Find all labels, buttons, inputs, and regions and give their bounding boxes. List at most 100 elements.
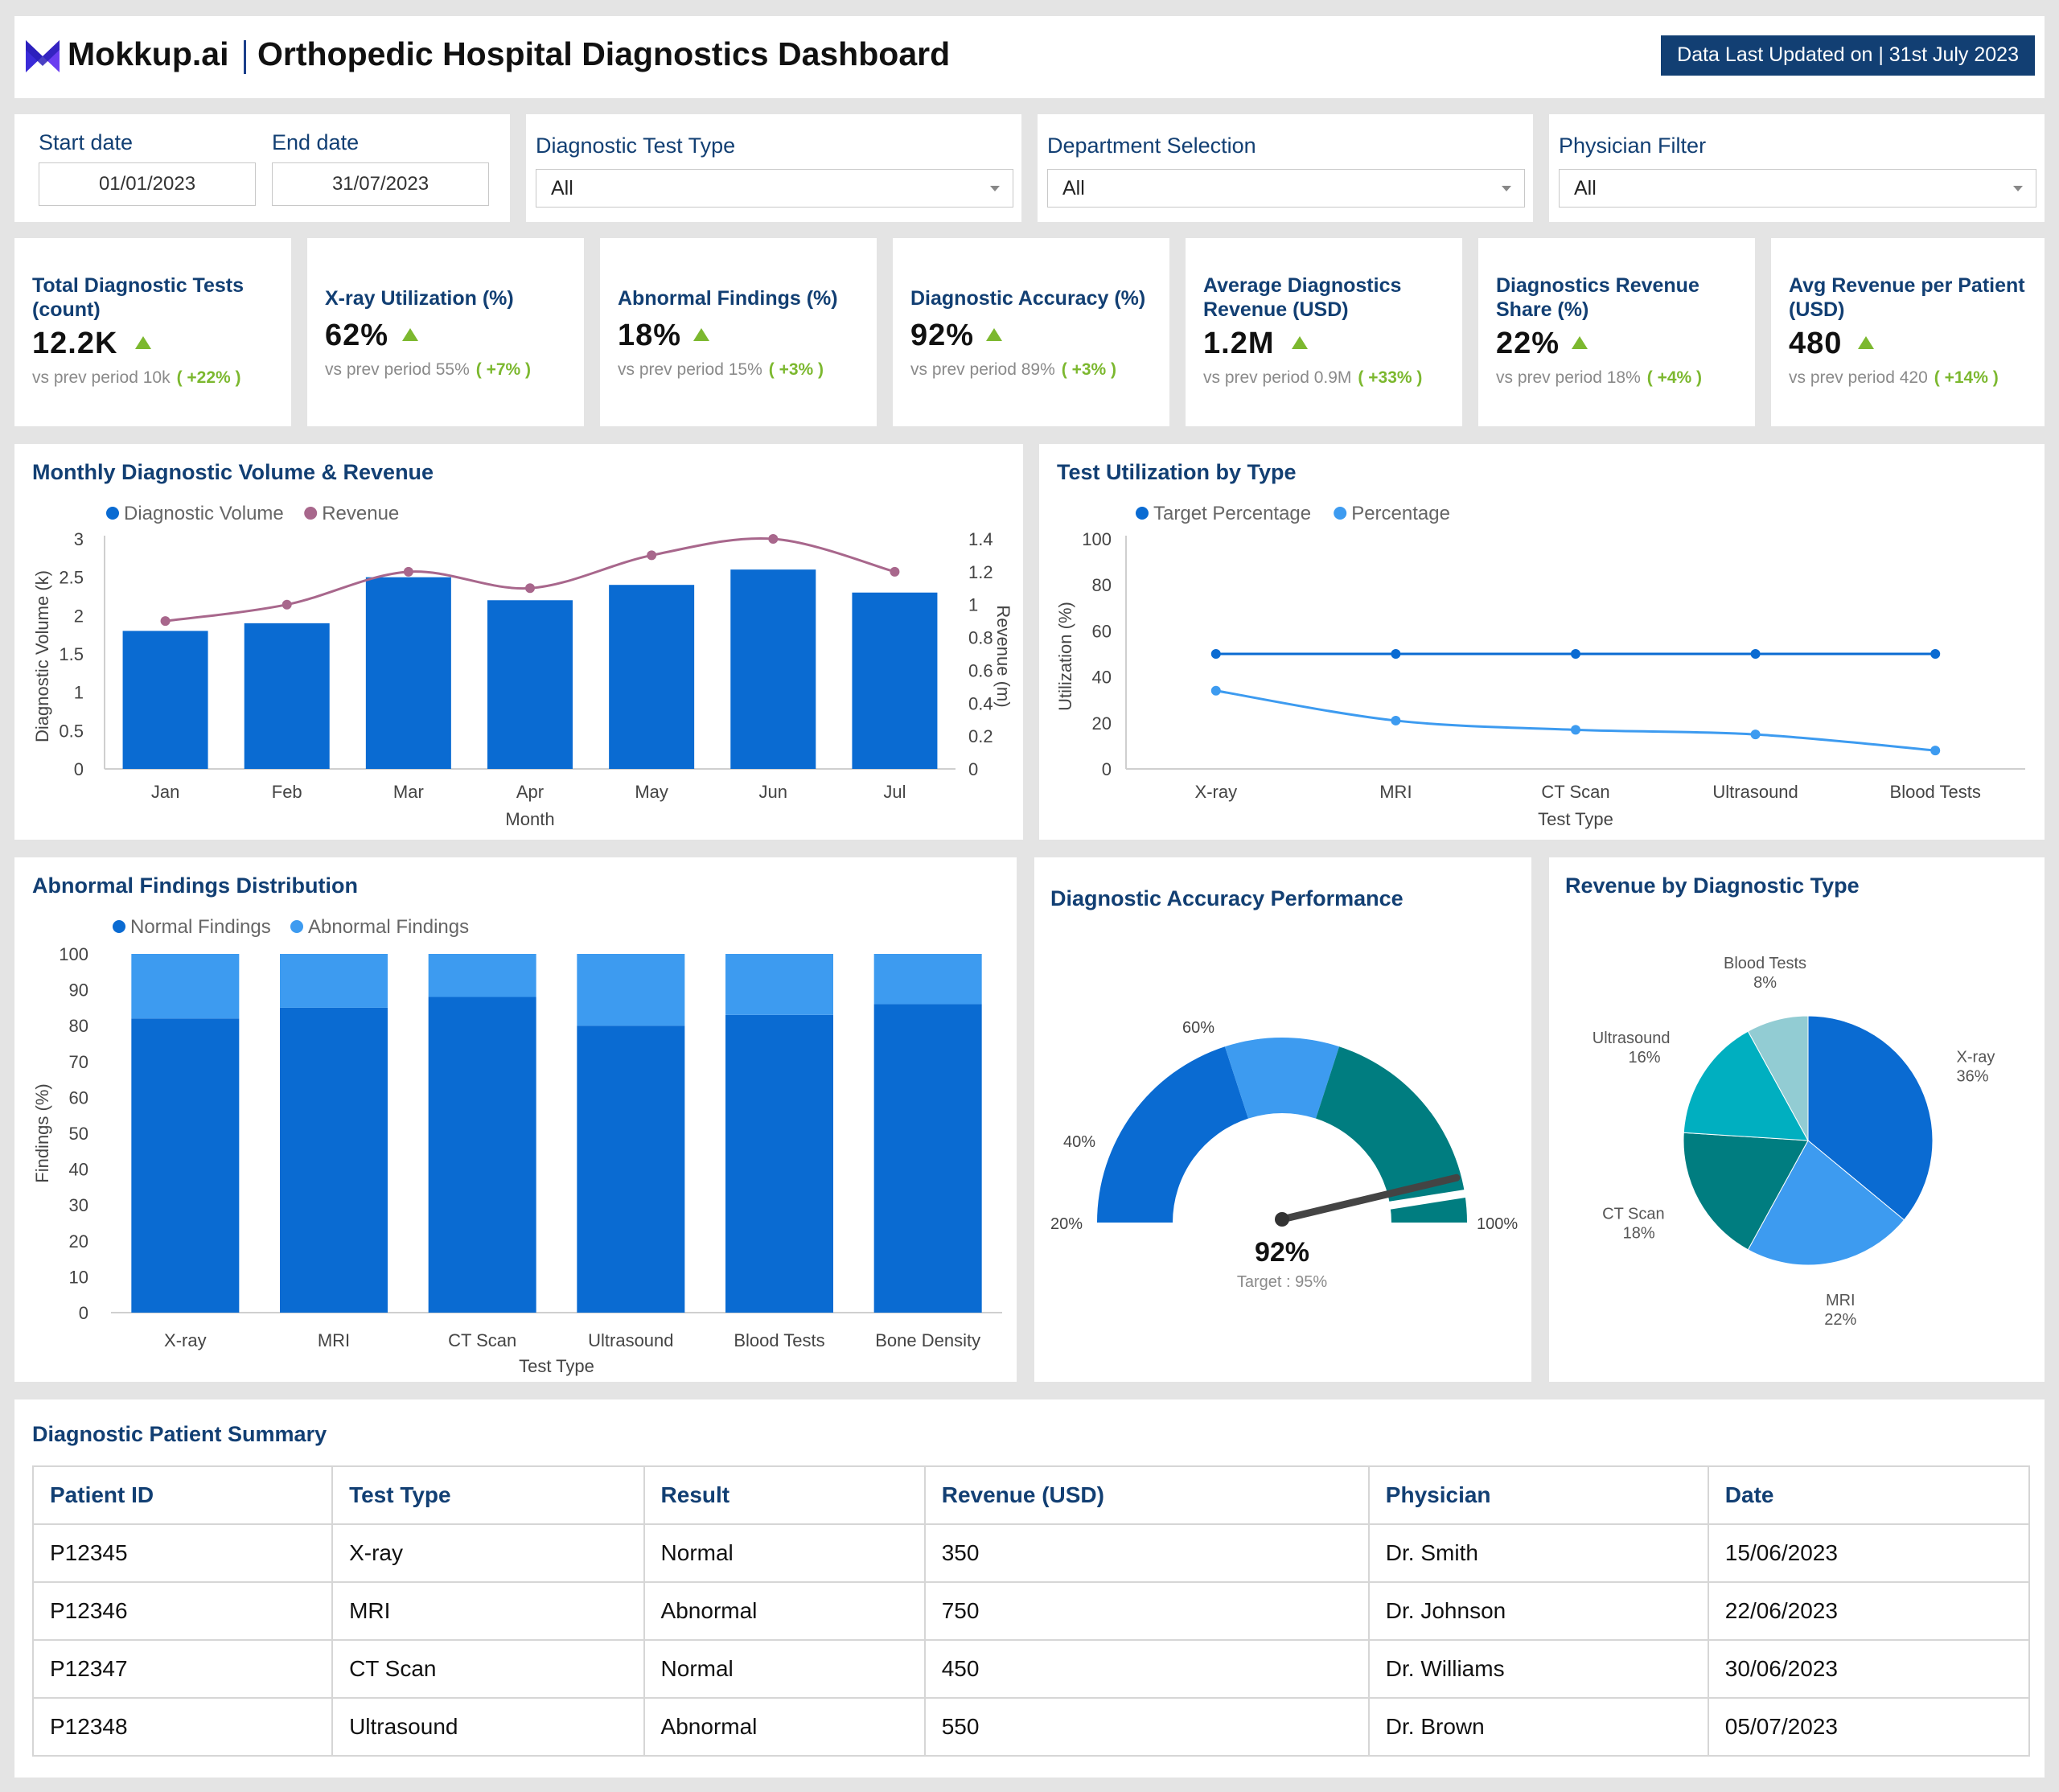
target-point bbox=[1930, 649, 1941, 659]
kpi-comparison: vs prev period 0.9M( +33% ) bbox=[1203, 368, 1423, 387]
legend-label: Percentage bbox=[1351, 503, 1450, 524]
y-tick-label: 80 bbox=[1092, 575, 1112, 595]
abnormal-findings-bar bbox=[873, 954, 982, 1005]
pie-label-value: 36% bbox=[1957, 1067, 1989, 1085]
legend-marker bbox=[304, 507, 318, 520]
kpi-comparison: vs prev period 420( +14% ) bbox=[1789, 368, 1999, 387]
column-header[interactable]: Physician bbox=[1367, 1465, 1709, 1525]
y-tick-label: 60 bbox=[69, 1087, 88, 1108]
table-cell: X-ray bbox=[331, 1523, 645, 1583]
table-header-row: Patient ID Test Type Result Revenue (USD… bbox=[31, 1465, 2031, 1525]
revenue-point bbox=[768, 534, 779, 544]
column-header[interactable]: Patient ID bbox=[31, 1465, 334, 1525]
physician-filter-card: Physician Filter All bbox=[1549, 114, 2045, 222]
y-tick-label: 100 bbox=[59, 944, 88, 964]
normal-findings-bar bbox=[725, 1014, 833, 1313]
monthly-volume-revenue-chart: Diagnostic Volume Revenue 0 0.5 1 1.5 2 2.5 3 0 0.… bbox=[32, 503, 1013, 829]
percentage-point bbox=[1750, 730, 1761, 740]
x-tick-label: CT Scan bbox=[448, 1330, 516, 1350]
end-date-input[interactable]: 31/07/2023 bbox=[272, 162, 489, 206]
kpi-card-revenue-per-patient: Avg Revenue per Patient (USD) 480 vs pre… bbox=[1771, 238, 2045, 426]
revenue-point bbox=[403, 566, 413, 577]
physician-value: All bbox=[1574, 177, 1597, 199]
x-tick-label: Ultrasound bbox=[588, 1330, 673, 1350]
y-tick-label: 60 bbox=[1092, 621, 1112, 641]
x-tick-label: Blood Tests bbox=[734, 1330, 824, 1350]
pie-slice bbox=[1807, 1015, 1934, 1221]
table-cell: P12348 bbox=[31, 1697, 334, 1757]
gauge-band bbox=[1097, 1046, 1248, 1223]
target-point bbox=[1391, 649, 1401, 659]
x-tick-label: X-ray bbox=[1195, 782, 1238, 802]
abnormal-findings-bar bbox=[577, 954, 685, 1026]
volume-bar bbox=[365, 577, 451, 769]
test-utilization-chart: Target Percentage Percentage 0 20 40 60 80 100 U… bbox=[1055, 503, 2025, 829]
kpi-comparison: vs prev period 55%( +7% ) bbox=[325, 360, 532, 379]
date-filter-card: Start date End date 01/01/2023 31/07/202… bbox=[14, 114, 510, 222]
abnormal-findings-bar bbox=[131, 954, 240, 1019]
physician-select[interactable]: All bbox=[1559, 169, 2036, 208]
start-date-input[interactable]: 01/01/2023 bbox=[39, 162, 256, 206]
x-tick-label: Apr bbox=[516, 782, 544, 802]
trend-up-icon bbox=[1572, 336, 1588, 349]
y-tick-label: 2.5 bbox=[59, 568, 84, 588]
kpi-comparison: vs prev period 10k( +22% ) bbox=[32, 368, 241, 387]
y2-tick-label: 0 bbox=[968, 759, 978, 779]
kpi-value: 62% bbox=[325, 319, 389, 352]
table-row[interactable]: P12347 CT Scan Normal 450 Dr. Williams 3… bbox=[31, 1639, 2031, 1699]
chart-title: Monthly Diagnostic Volume & Revenue bbox=[32, 460, 434, 484]
column-header[interactable]: Revenue (USD) bbox=[923, 1465, 1370, 1525]
legend-marker bbox=[113, 920, 125, 933]
x-tick-label: X-ray bbox=[164, 1330, 207, 1350]
pie-slice bbox=[1747, 1015, 1809, 1141]
y-tick-label: 0.5 bbox=[59, 721, 84, 741]
x-tick-label: Bone Density bbox=[875, 1330, 980, 1350]
y-tick-label: 1 bbox=[74, 683, 84, 703]
trend-up-icon bbox=[1292, 336, 1308, 349]
revenue-by-type-card: Revenue by Diagnostic Type X-ray 36% MRI 22… bbox=[1549, 857, 2045, 1382]
end-date-label: End date bbox=[272, 130, 360, 154]
gauge-target-marker bbox=[1386, 1189, 1469, 1210]
table-cell: 22/06/2023 bbox=[1707, 1581, 2031, 1641]
x-tick-label: MRI bbox=[1379, 782, 1412, 802]
test-type-select[interactable]: All bbox=[536, 169, 1013, 208]
percentage-point bbox=[1391, 715, 1401, 725]
patient-summary-card: Diagnostic Patient Summary Patient ID Te… bbox=[14, 1399, 2045, 1778]
volume-bar bbox=[122, 631, 208, 769]
x-tick-label: CT Scan bbox=[1541, 782, 1609, 802]
column-header[interactable]: Date bbox=[1707, 1465, 2031, 1525]
pie-slice bbox=[1683, 1030, 1809, 1141]
legend-label: Abnormal Findings bbox=[308, 916, 469, 938]
volume-bar bbox=[852, 592, 938, 769]
column-header[interactable]: Result bbox=[643, 1465, 926, 1525]
table-row[interactable]: P12346 MRI Abnormal 750 Dr. Johnson 22/0… bbox=[31, 1581, 2031, 1641]
department-filter-card: Department Selection All bbox=[1038, 114, 1533, 222]
table-cell: Dr. Brown bbox=[1367, 1697, 1709, 1757]
department-value: All bbox=[1062, 177, 1085, 199]
pie-label-value: 18% bbox=[1623, 1225, 1655, 1243]
abnormal-findings-chart: Normal Findings Abnormal Findings 0 10 20 30 4… bbox=[32, 916, 1002, 1376]
kpi-value: 1.2M bbox=[1203, 327, 1275, 360]
gauge-tick-label: 20% bbox=[1050, 1215, 1083, 1233]
legend-marker bbox=[1334, 507, 1347, 520]
table-row[interactable]: P12348 Ultrasound Abnormal 550 Dr. Brown… bbox=[31, 1697, 2031, 1757]
table-cell: 05/07/2023 bbox=[1707, 1697, 2031, 1757]
monthly-volume-revenue-card: Monthly Diagnostic Volume & Revenue Diag… bbox=[14, 444, 1023, 840]
physician-label: Physician Filter bbox=[1559, 134, 1707, 158]
table-row[interactable]: P12345 X-ray Normal 350 Dr. Smith 15/06/… bbox=[31, 1523, 2031, 1583]
legend-label: Normal Findings bbox=[130, 916, 271, 938]
column-header[interactable]: Test Type bbox=[331, 1465, 645, 1525]
x-tick-label: MRI bbox=[318, 1330, 350, 1350]
abnormal-findings-bar bbox=[280, 954, 388, 1008]
kpi-comparison: vs prev period 15%( +3% ) bbox=[618, 360, 824, 379]
gauge-tick-label: 100% bbox=[1477, 1215, 1518, 1233]
chevron-down-icon bbox=[990, 186, 1000, 191]
y-tick-label: 30 bbox=[69, 1195, 88, 1215]
chart-title: Test Utilization by Type bbox=[1057, 460, 1297, 484]
kpi-value: 12.2K bbox=[32, 327, 118, 360]
table-cell: P12346 bbox=[31, 1581, 334, 1641]
department-select[interactable]: All bbox=[1047, 169, 1525, 208]
mokkup-logo-icon bbox=[26, 40, 60, 72]
revenue-point bbox=[160, 616, 171, 627]
